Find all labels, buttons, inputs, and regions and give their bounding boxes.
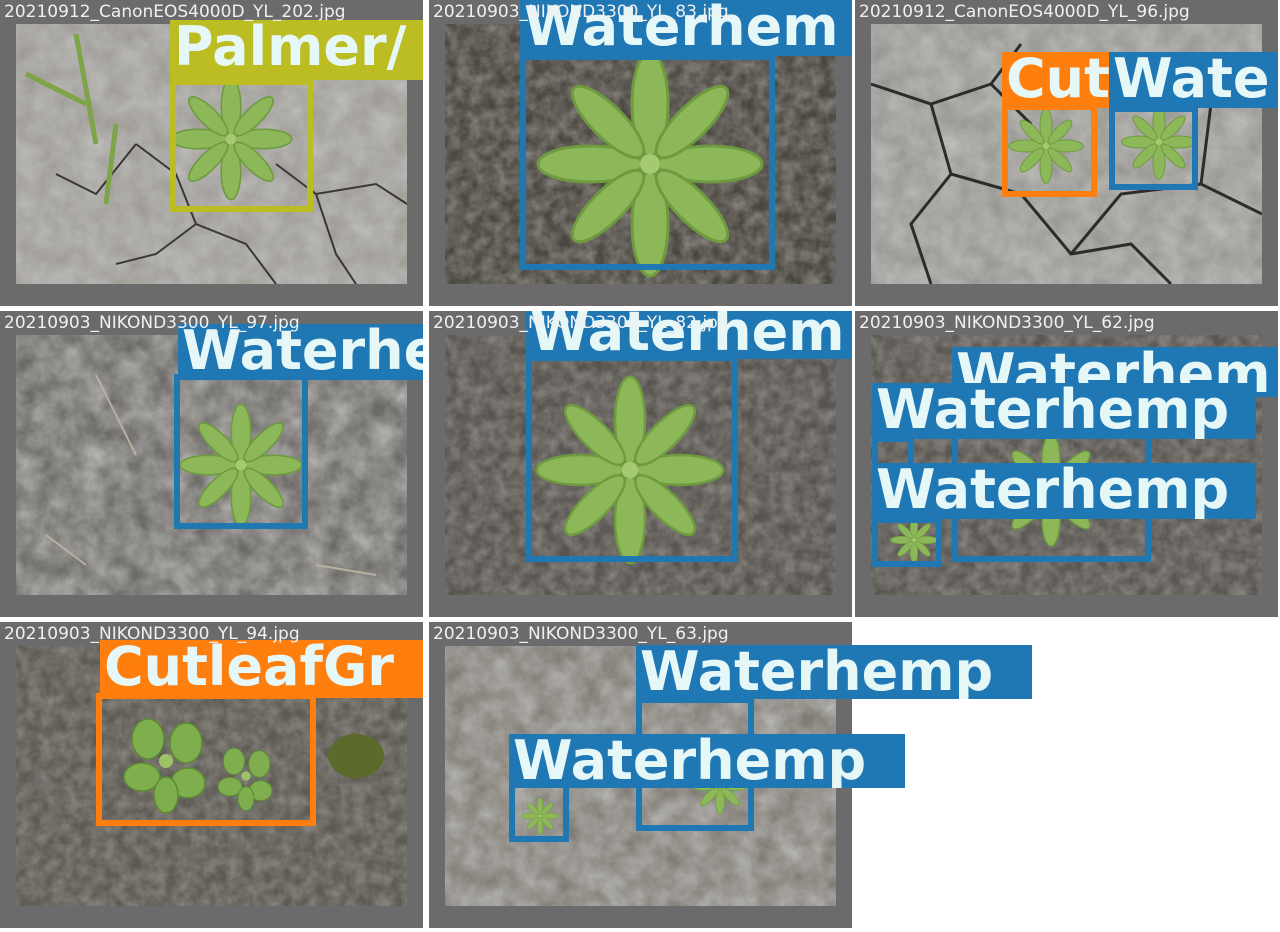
- detection-label: Waterhemp: [872, 463, 1256, 519]
- bounding-box: [170, 79, 313, 212]
- detection-label: Wate: [1109, 52, 1278, 108]
- detection-tile: 20210903_NIKOND3300_YL_94.jpg CutleafGr: [0, 622, 423, 928]
- detection-label: Waterhem: [520, 0, 852, 56]
- detection-tile: 20210912_CanonEOS4000D_YL_96.jpg Cut Wat…: [855, 0, 1278, 306]
- bounding-box: [174, 374, 308, 529]
- detection-label: Waterhemp: [872, 383, 1256, 439]
- detection-label: Waterhemp: [509, 734, 905, 788]
- detection-tile: 20210903_NIKOND3300_YL_82.jpg Waterhem: [429, 311, 852, 617]
- image-filename: 20210912_CanonEOS4000D_YL_202.jpg: [4, 2, 346, 22]
- detection-label: CutleafGr: [100, 640, 423, 698]
- detection-label: Waterhe: [178, 324, 423, 380]
- detection-label: Waterhem: [526, 311, 852, 359]
- detection-tile: 20210903_NIKOND3300_YL_83.jpg Waterhem: [429, 0, 852, 306]
- detection-label: Cut: [1002, 52, 1113, 108]
- bounding-box: [1002, 104, 1097, 197]
- detection-label: Palmer/: [170, 20, 423, 80]
- field-photo: [445, 335, 836, 595]
- image-filename: 20210903_NIKOND3300_YL_94.jpg: [4, 624, 300, 644]
- image-filename: 20210903_NIKOND3300_YL_63.jpg: [433, 624, 729, 644]
- image-filename: 20210903_NIKOND3300_YL_82.jpg: [433, 313, 729, 333]
- image-filename: 20210903_NIKOND3300_YL_62.jpg: [859, 313, 1155, 333]
- detection-tile: 20210912_CanonEOS4000D_YL_202.jpg Palmer…: [0, 0, 423, 306]
- detection-label: Waterhemp: [636, 645, 1032, 699]
- detection-tile: 20210903_NIKOND3300_YL_62.jpg Waterhem W…: [855, 311, 1278, 617]
- image-filename: 20210903_NIKOND3300_YL_97.jpg: [4, 313, 300, 333]
- bounding-box: [526, 355, 738, 562]
- image-filename: 20210912_CanonEOS4000D_YL_96.jpg: [859, 2, 1190, 22]
- image-filename: 20210903_NIKOND3300_YL_83.jpg: [433, 2, 729, 22]
- bounding-box: [509, 779, 569, 842]
- detection-tile: 20210903_NIKOND3300_YL_97.jpg Waterhe: [0, 311, 423, 617]
- bounding-box: [872, 517, 942, 567]
- bounding-box: [520, 54, 775, 270]
- bounding-box: [96, 693, 316, 826]
- bounding-box: [1109, 106, 1198, 190]
